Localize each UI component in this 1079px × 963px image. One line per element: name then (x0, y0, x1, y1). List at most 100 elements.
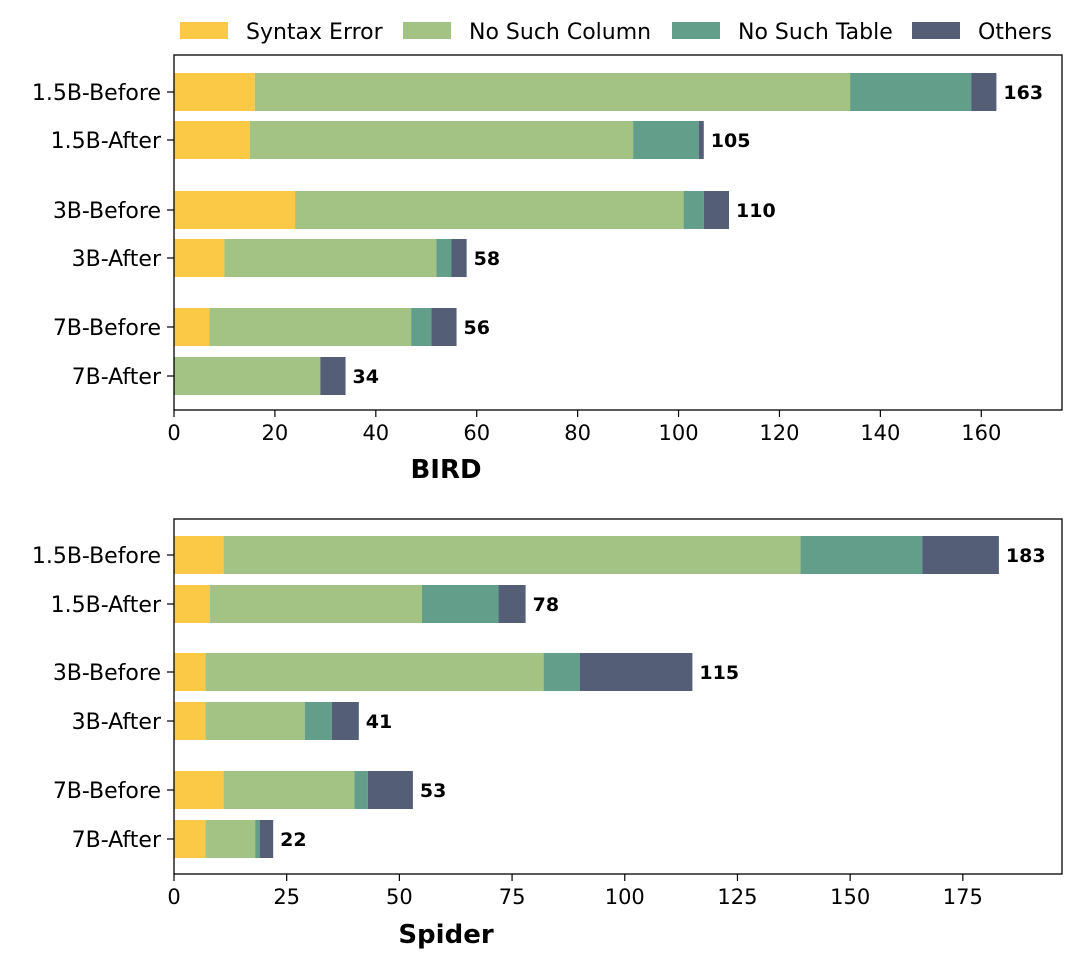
spider-chart: 183 1.5B-Before 78 1.5B-After 115 3B-Before 41… (32, 518, 1063, 950)
spider-y-label-3b-before: 3B-Before (53, 661, 161, 686)
legend-swatch-no-such-column (403, 22, 451, 39)
bird-bar-1-5b-after-syntax-error (174, 121, 250, 159)
bird-total-label-3b-before: 110 (736, 200, 776, 222)
legend-label-syntax-error: Syntax Error (246, 20, 384, 45)
bird-bar-1-5b-before-syntax-error (174, 73, 255, 111)
bird-total-label-1-5b-after: 105 (711, 130, 751, 152)
bird-bar-7b-after-others (320, 357, 346, 395)
spider-total-label-1-5b-before: 183 (1006, 545, 1046, 567)
spider-x-tick-label-125: 125 (717, 885, 757, 909)
bird-x-tick-label-120: 120 (759, 421, 799, 445)
bird-total-label-3b-after: 58 (474, 248, 500, 270)
bird-y-label-1-5b-after: 1.5B-After (51, 129, 162, 154)
spider-bar-7b-after-no-such-table (255, 820, 260, 858)
spider-y-label-7b-before: 7B-Before (53, 779, 161, 804)
spider-bar-7b-after-no-such-column (205, 820, 256, 858)
spider-bar-3b-after-syntax-error (174, 702, 206, 740)
bird-bar-1-5b-before-others (971, 73, 997, 111)
bird-bar-7b-before-no-such-column (209, 308, 412, 346)
bird-x-tick-label-80: 80 (564, 421, 591, 445)
bird-x-tick-label-60: 60 (463, 421, 490, 445)
legend: Syntax Error No Such Column No Such Table O… (180, 20, 1052, 45)
legend-swatch-others (912, 22, 960, 39)
bird-y-label-7b-before: 7B-Before (53, 316, 161, 341)
spider-bar-7b-before-syntax-error (174, 771, 224, 809)
bird-bar-3b-after-syntax-error (174, 239, 225, 277)
legend-label-no-such-table: No Such Table (738, 20, 893, 45)
bird-total-label-7b-after: 34 (353, 366, 379, 388)
bird-total-label-7b-before: 56 (464, 317, 490, 339)
spider-x-tick-label-150: 150 (830, 885, 870, 909)
legend-label-no-such-column: No Such Column (469, 20, 651, 45)
spider-y-label-1-5b-before: 1.5B-Before (32, 544, 161, 569)
spider-bar-3b-before-no-such-table (543, 653, 580, 691)
spider-bar-1-5b-before-no-such-table (800, 536, 923, 574)
spider-total-label-3b-before: 115 (699, 662, 739, 684)
spider-bar-3b-after-no-such-table (304, 702, 332, 740)
bird-bar-3b-before-others (703, 191, 729, 229)
spider-x-tick-label-0: 0 (167, 885, 180, 909)
bird-bar-7b-before-no-such-table (411, 308, 432, 346)
spider-x-tick-label-100: 100 (605, 885, 645, 909)
bird-bar-1-5b-after-no-such-column (249, 121, 634, 159)
bird-bar-1-5b-before-no-such-table (850, 73, 972, 111)
spider-bar-1-5b-after-others (498, 585, 526, 623)
spider-x-tick-label-50: 50 (386, 885, 413, 909)
spider-bar-7b-before-others (367, 771, 413, 809)
bird-bar-3b-after-others (451, 239, 467, 277)
bird-y-label-3b-before: 3B-Before (53, 199, 161, 224)
spider-bar-1-5b-after-no-such-table (421, 585, 499, 623)
bird-chart: 163 1.5B-Before 105 1.5B-After 110 3B-Before 5… (32, 54, 1063, 485)
bird-x-tick-label-20: 20 (262, 421, 289, 445)
spider-bar-3b-before-syntax-error (174, 653, 206, 691)
bird-bar-3b-before-syntax-error (174, 191, 296, 229)
spider-bar-3b-after-others (331, 702, 359, 740)
spider-total-label-3b-after: 41 (366, 711, 392, 733)
spider-bar-1-5b-before-others (922, 536, 999, 574)
spider-bar-1-5b-before-syntax-error (174, 536, 224, 574)
bird-bar-3b-after-no-such-column (224, 239, 437, 277)
spider-y-label-1-5b-after: 1.5B-After (51, 593, 162, 618)
spider-bar-7b-after-others (259, 820, 274, 858)
bird-y-label-7b-after: 7B-After (72, 365, 162, 390)
spider-bar-7b-before-no-such-table (354, 771, 368, 809)
spider-total-label-1-5b-after: 78 (533, 594, 559, 616)
spider-x-tick-label-75: 75 (499, 885, 526, 909)
bird-bar-7b-after-no-such-column (174, 357, 321, 395)
spider-total-label-7b-after: 22 (280, 829, 306, 851)
spider-bar-1-5b-after-syntax-error (174, 585, 211, 623)
spider-x-tick-label-175: 175 (943, 885, 983, 909)
bird-bar-3b-before-no-such-table (683, 191, 704, 229)
bird-x-tick-label-40: 40 (362, 421, 389, 445)
bird-x-axis-title: BIRD (410, 455, 481, 485)
bird-bar-7b-before-syntax-error (174, 308, 210, 346)
legend-swatch-no-such-table (672, 22, 720, 39)
bird-x-tick-label-0: 0 (167, 421, 180, 445)
bird-y-label-1-5b-before: 1.5B-Before (32, 81, 161, 106)
bird-plot-frame (173, 54, 1063, 411)
spider-y-label-7b-after: 7B-After (72, 828, 162, 853)
spider-bar-7b-after-syntax-error (174, 820, 206, 858)
spider-plot-frame (173, 518, 1063, 875)
spider-bar-7b-before-no-such-column (223, 771, 355, 809)
bird-bar-1-5b-before-no-such-column (254, 73, 851, 111)
spider-bar-1-5b-before-no-such-column (223, 536, 801, 574)
spider-x-axis-title: Spider (398, 920, 493, 950)
bird-x-tick-label-100: 100 (658, 421, 698, 445)
bird-bar-3b-after-no-such-table (436, 239, 452, 277)
bird-bar-7b-before-others (431, 308, 457, 346)
legend-label-others: Others (978, 20, 1052, 45)
spider-bar-3b-after-no-such-column (205, 702, 305, 740)
spider-bar-3b-before-others (579, 653, 693, 691)
bird-y-label-3b-after: 3B-After (72, 247, 162, 272)
spider-y-label-3b-after: 3B-After (72, 710, 162, 735)
bird-bar-1-5b-after-no-such-table (633, 121, 699, 159)
spider-total-label-7b-before: 53 (420, 780, 446, 802)
spider-bar-1-5b-after-no-such-column (210, 585, 422, 623)
bird-bar-3b-before-no-such-column (295, 191, 684, 229)
bird-x-tick-label-160: 160 (961, 421, 1001, 445)
bird-bar-1-5b-after-others (698, 121, 704, 159)
spider-bar-3b-before-no-such-column (205, 653, 544, 691)
bird-x-tick-label-140: 140 (860, 421, 900, 445)
